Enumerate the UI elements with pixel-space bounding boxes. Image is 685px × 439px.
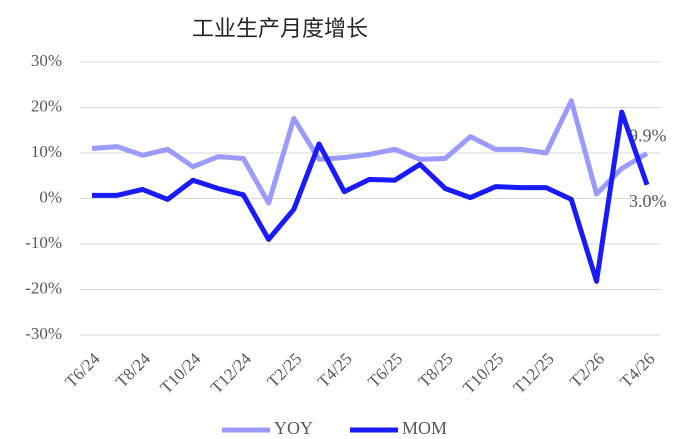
x-tick-label: T12/24: [207, 349, 256, 398]
y-tick-label: 30%: [31, 51, 62, 70]
y-tick-label: 0%: [39, 187, 62, 206]
x-tick-label: T2/26: [566, 349, 608, 391]
y-tick-label: -30%: [25, 324, 62, 343]
x-tick-label: T10/25: [459, 349, 507, 397]
legend-label: YOY: [274, 418, 313, 438]
y-tick-label: -10%: [25, 233, 62, 252]
x-tick-label: T4/25: [314, 349, 356, 391]
data-label: 3.0%: [629, 191, 667, 211]
x-tick-label: T6/24: [61, 349, 104, 392]
series-line: [91, 98, 649, 206]
y-tick-label: 10%: [31, 142, 62, 161]
x-tick-label: T12/25: [510, 349, 558, 397]
x-tick-label: T4/26: [616, 349, 658, 391]
x-tick-label: T8/24: [112, 349, 155, 392]
y-tick-label: 20%: [31, 96, 62, 115]
x-tick-label: T6/25: [364, 349, 406, 391]
data-label: 9.9%: [629, 126, 667, 146]
legend-label: MOM: [402, 418, 447, 438]
x-tick-label: T8/25: [415, 349, 457, 391]
series-line: [92, 109, 650, 284]
chart-title: 工业生产月度增长: [192, 17, 368, 42]
y-tick-label: -20%: [25, 278, 62, 297]
x-tick-label: T10/24: [156, 349, 205, 398]
x-tick-label: T2/25: [263, 349, 305, 391]
